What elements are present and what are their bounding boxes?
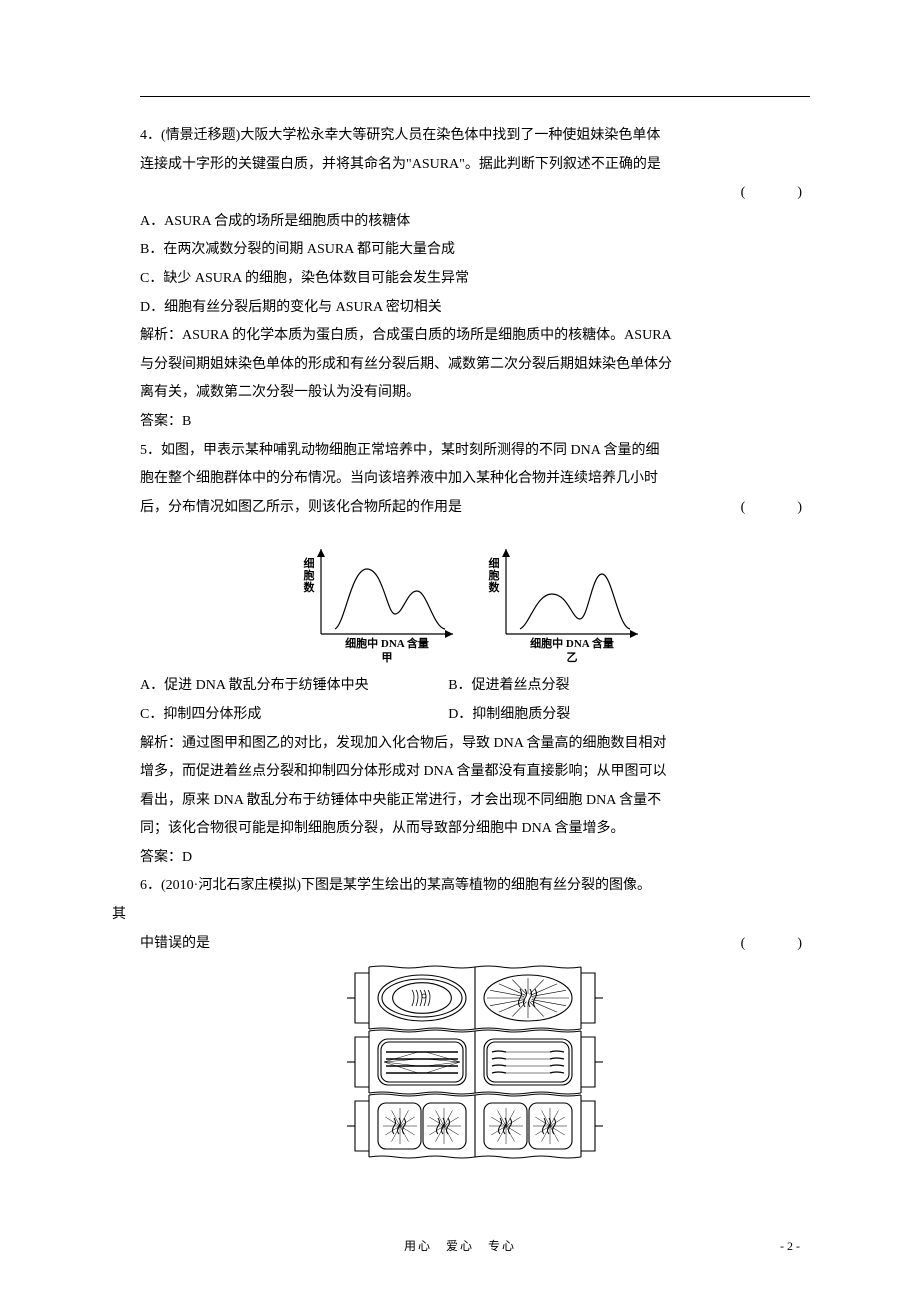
svg-text:乙: 乙 [567, 651, 578, 664]
q4-option-d: D．细胞有丝分裂后期的变化与 ASURA 密切相关 [140, 295, 810, 322]
q5-paren: ( ) [741, 495, 810, 522]
svg-text:胞: 胞 [304, 568, 315, 582]
q6-outdent: 其 [112, 902, 810, 929]
q5-stem-line2: 胞在整个细胞群体中的分布情况。当向该培养液中加入某种化合物并连续培养几小时 [140, 466, 810, 493]
q5-options-row1: A．促进 DNA 散乱分布于纺锤体中央 B．促进着丝点分裂 [140, 673, 810, 700]
q4-option-a: A．ASURA 合成的场所是细胞质中的核糖体 [140, 209, 810, 236]
svg-text:数: 数 [304, 580, 316, 594]
page-number: - 2 - [780, 1235, 800, 1258]
q4-paren-line: ( ) [140, 180, 810, 207]
q6-paren: ( ) [741, 931, 810, 958]
top-rule [140, 96, 810, 97]
q5-stem-text3: 后，分布情况如图乙所示，则该化合物所起的作用是 [140, 500, 462, 515]
q6-stem-line1: 6．(2010·河北石家庄模拟)下图是某学生绘出的某高等植物的细胞有丝分裂的图像… [140, 873, 810, 900]
q4-stem-line1: 4．(情景迁移题)大阪大学松永幸大等研究人员在染色体中找到了一种使姐妹染色单体 [140, 123, 810, 150]
page: 4．(情景迁移题)大阪大学松永幸大等研究人员在染色体中找到了一种使姐妹染色单体 … [0, 0, 920, 1302]
q5-answer: 答案：D [140, 845, 810, 872]
q4-paren: ( ) [741, 180, 810, 207]
q4-explain-line3: 离有关，减数第二次分裂一般认为没有间期。 [140, 380, 810, 407]
q5-stem-line3: 后，分布情况如图乙所示，则该化合物所起的作用是 ( ) [140, 495, 810, 522]
q6-figure: afbecd [140, 965, 810, 1165]
q4-answer: 答案：B [140, 409, 810, 436]
q4-explain-line1: 解析：ASURA 的化学本质为蛋白质，合成蛋白质的场所是细胞质中的核糖体。ASU… [140, 323, 810, 350]
q4-explain-line2: 与分裂间期姐妹染色单体的形成和有丝分裂后期、减数第二次分裂后期姐妹染色单体分 [140, 352, 810, 379]
svg-text:细: 细 [304, 556, 315, 570]
q6-stem-line2: 中错误的是 ( ) [140, 931, 810, 958]
q5-explain-line4: 同；该化合物很可能是抑制细胞质分裂，从而导致部分细胞中 DNA 含量增多。 [140, 816, 810, 843]
q5-options-row2: C．抑制四分体形成 D．抑制细胞质分裂 [140, 702, 810, 729]
q5-chart: 细胞数细胞中 DNA 含量甲细胞数细胞中 DNA 含量乙 [140, 529, 810, 667]
q4-stem-line2: 连接成十字形的关键蛋白质，并将其命名为"ASURA"。据此判断下列叙述不正确的是 [140, 152, 810, 179]
svg-text:数: 数 [489, 580, 501, 594]
q5-option-b: B．促进着丝点分裂 [448, 673, 756, 700]
q6-figure-svg: afbecd [345, 965, 605, 1165]
q4-option-b: B．在两次减数分裂的间期 ASURA 都可能大量合成 [140, 237, 810, 264]
q6-stem-text2: 中错误的是 [140, 936, 210, 951]
q5-stem-line1: 5．如图，甲表示某种哺乳动物细胞正常培养中，某时刻所测得的不同 DNA 含量的细 [140, 438, 810, 465]
svg-text:细胞中 DNA 含量: 细胞中 DNA 含量 [345, 636, 429, 650]
q5-explain-line2: 增多，而促进着丝点分裂和抑制四分体形成对 DNA 含量都没有直接影响；从甲图可以 [140, 759, 810, 786]
svg-text:细胞中 DNA 含量: 细胞中 DNA 含量 [530, 636, 614, 650]
q5-explain-line1: 解析：通过图甲和图乙的对比，发现加入化合物后，导致 DNA 含量高的细胞数目相对 [140, 731, 810, 758]
q5-option-a: A．促进 DNA 散乱分布于纺锤体中央 [140, 673, 448, 700]
q5-chart-svg: 细胞数细胞中 DNA 含量甲细胞数细胞中 DNA 含量乙 [295, 529, 655, 667]
q5-option-c: C．抑制四分体形成 [140, 702, 448, 729]
q5-option-d: D．抑制细胞质分裂 [448, 702, 756, 729]
q4-option-c: C．缺少 ASURA 的细胞，染色体数目可能会发生异常 [140, 266, 810, 293]
svg-text:细: 细 [489, 556, 500, 570]
svg-text:胞: 胞 [489, 568, 500, 582]
svg-text:甲: 甲 [382, 651, 393, 664]
q5-explain-line3: 看出，原来 DNA 散乱分布于纺锤体中央能正常进行，才会出现不同细胞 DNA 含… [140, 788, 810, 815]
